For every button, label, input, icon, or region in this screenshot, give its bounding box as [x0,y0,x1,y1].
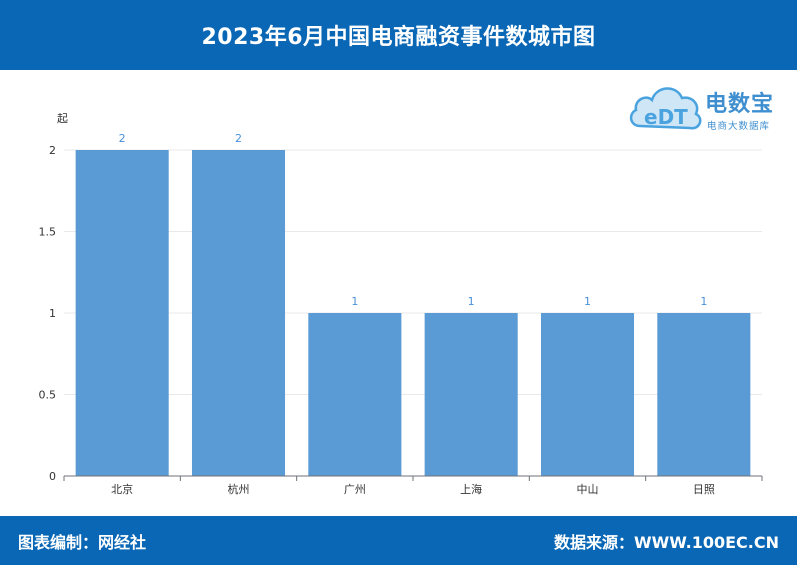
data-label: 1 [351,295,358,308]
chart-title-banner: 2023年6月中国电商融资事件数城市图 [0,0,797,70]
bar [191,150,286,476]
y-tick-label: 2 [49,144,56,157]
y-tick-label: 1 [49,307,56,320]
data-label: 1 [700,295,707,308]
x-axis: 北京 杭州 广州 上海 中山 日照 [63,475,763,496]
y-tick-label: 1.5 [39,226,57,239]
logo-mark-text: eDT [644,105,688,129]
x-tick-label: 日照 [693,483,715,496]
y-tick-label: 0 [49,470,56,483]
logo-subtitle: 电商大数据库 [707,121,771,132]
chart-title: 2023年6月中国电商融资事件数城市图 [201,25,596,50]
bar [540,313,635,476]
x-tick-label: 上海 [460,482,482,496]
chart-panel: 2 2 1 1 1 1 0 0.5 1 1.5 2 起 北京 杭州 广州 上海 中山 日照 [0,70,797,516]
gridlines [64,149,762,395]
bars [75,150,751,476]
bar [75,150,169,476]
footer-editor: 图表编制：网经社 [18,532,147,552]
x-tick-label: 杭州 [228,482,250,496]
brand-logo: eDT 电数宝 电商大数据库 [628,74,793,142]
bar [308,313,402,476]
bar [424,313,518,476]
y-axis: 0 0.5 1 1.5 2 起 [39,112,69,483]
y-axis-label: 起 [57,112,68,125]
footer-source: 数据来源：WWW.100EC.CN [553,532,779,552]
x-tick-label: 北京 [111,482,133,496]
x-tick-label: 广州 [344,483,366,496]
data-label: 1 [468,295,475,308]
x-tick-label: 中山 [577,483,599,496]
logo-title: 电数宝 [705,92,775,117]
data-labels: 2 2 1 1 1 1 [119,132,708,308]
bar-chart: 2 2 1 1 1 1 0 0.5 1 1.5 2 起 北京 杭州 广州 上海 中山 日照 [39,112,763,496]
footer-bar: 图表编制：网经社 数据来源：WWW.100EC.CN [0,516,797,565]
data-label: 2 [119,132,126,145]
y-tick-label: 0.5 [39,389,57,402]
bar [657,313,751,476]
data-label: 1 [584,295,591,308]
data-label: 2 [235,132,242,145]
cloud-logo-icon: eDT [629,87,702,130]
